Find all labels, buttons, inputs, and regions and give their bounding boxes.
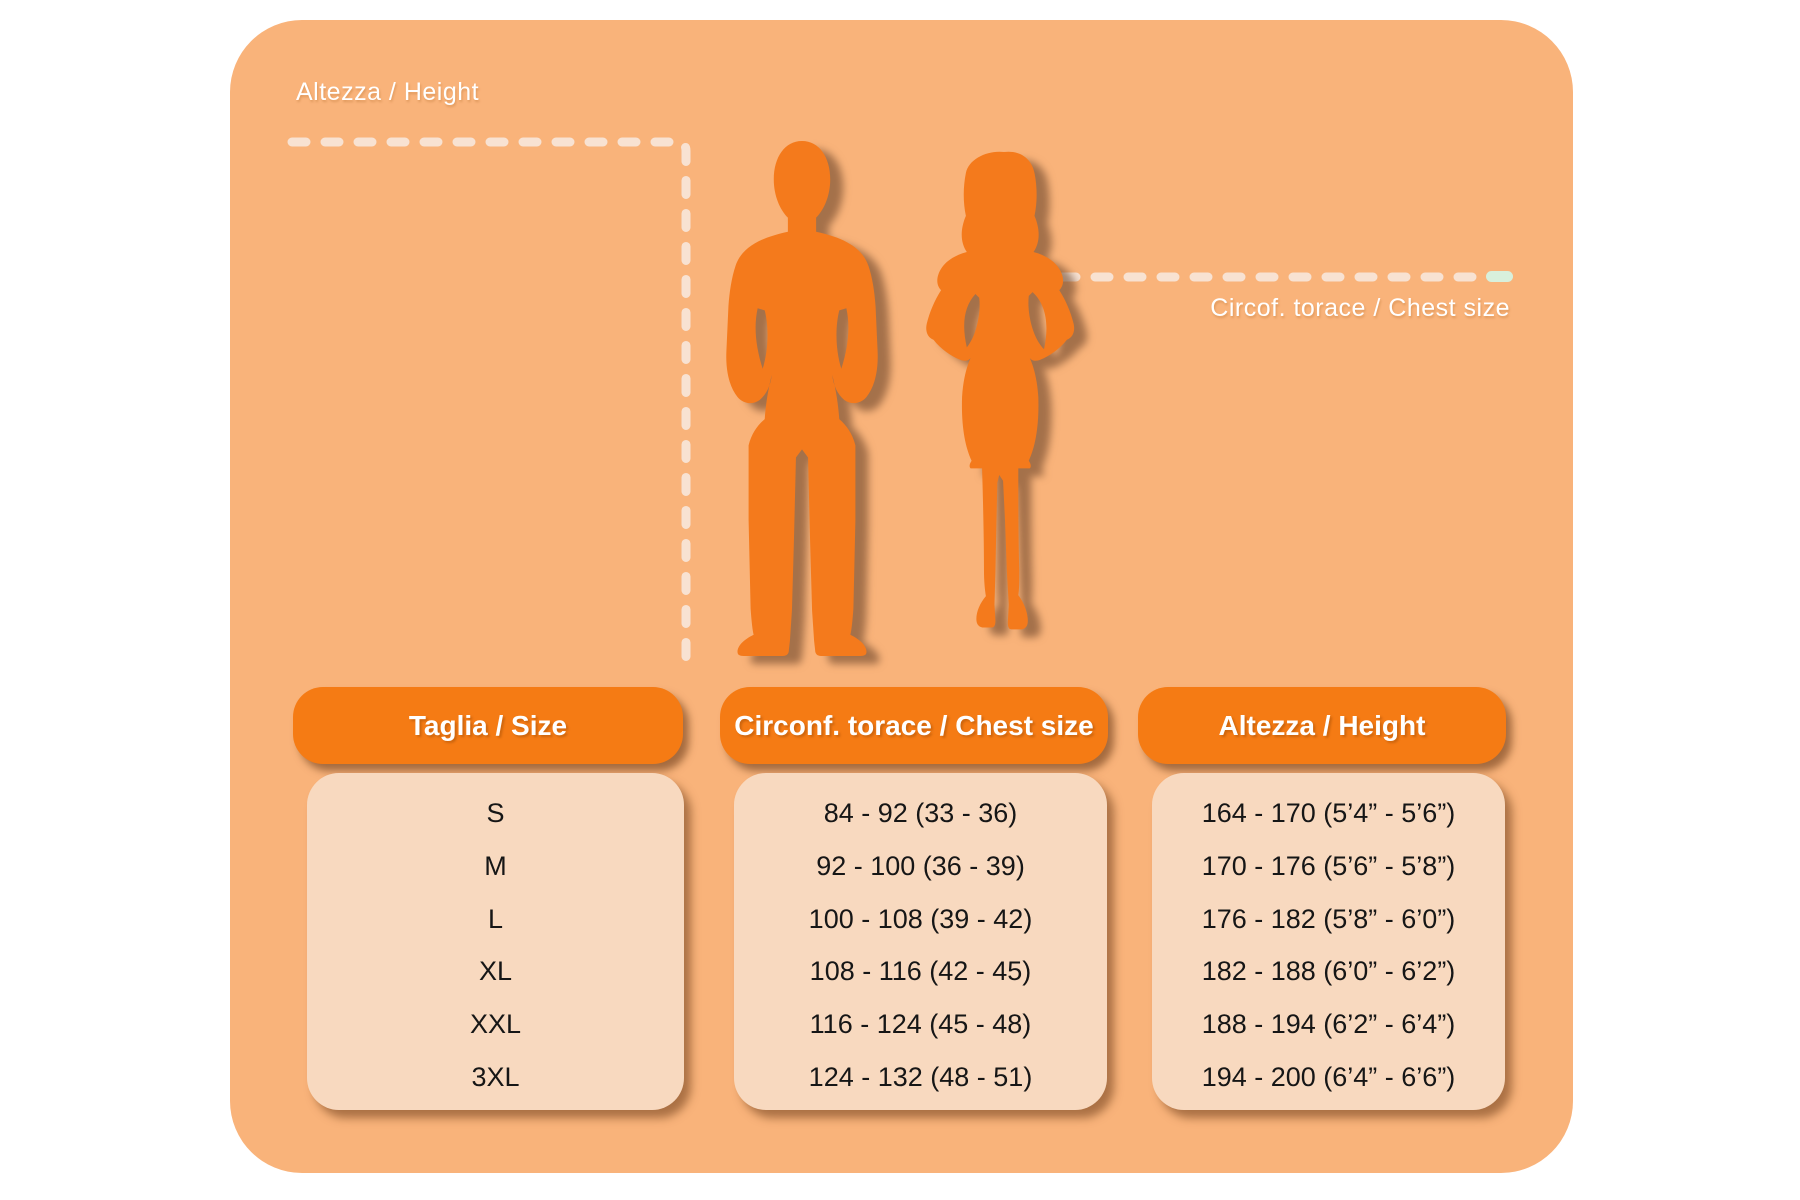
size-cell: 3XL — [471, 1062, 520, 1093]
chest-cell: 84 - 92 (33 - 36) — [823, 797, 1018, 828]
chest-cell: 100 - 108 (39 - 42) — [808, 903, 1033, 934]
chest-cell: 124 - 132 (48 - 51) — [808, 1062, 1033, 1093]
size-cell: S — [486, 797, 505, 828]
size-cell: M — [484, 850, 507, 881]
man-silhouette-icon — [726, 141, 878, 656]
size-cell: L — [487, 903, 504, 934]
height-cell: 194 - 200 (6’4” - 6’6”) — [1201, 1062, 1456, 1093]
chest-cell: 92 - 100 (36 - 39) — [816, 850, 1025, 881]
chest-cell: 116 - 124 (45 - 48) — [809, 1009, 1032, 1040]
height-cell: 182 - 188 (6’0” - 6’2”) — [1201, 956, 1456, 987]
column-body-size: S M L XL XXL 3XL — [307, 773, 684, 1110]
chest-cell: 108 - 116 (42 - 45) — [809, 956, 1032, 987]
size-cell: XXL — [469, 1009, 522, 1040]
height-guide-label: Altezza / Height — [296, 78, 480, 106]
woman-silhouette-icon — [926, 151, 1075, 630]
height-cell: 176 - 182 (5’8” - 6’0”) — [1201, 903, 1456, 934]
height-cell: 188 - 194 (6’2” - 6’4”) — [1201, 1009, 1456, 1040]
height-cell: 170 - 176 (5’6” - 5’8”) — [1201, 850, 1456, 881]
column-header-size: Taglia / Size — [293, 687, 683, 764]
chest-guide-label: Circof. torace / Chest size — [1210, 294, 1510, 322]
column-header-chest: Circonf. torace / Chest size — [720, 687, 1108, 764]
column-body-height: 164 - 170 (5’4” - 5’6”) 170 - 176 (5’6” … — [1152, 773, 1505, 1110]
column-body-chest: 84 - 92 (33 - 36) 92 - 100 (36 - 39) 100… — [734, 773, 1107, 1110]
size-cell: XL — [478, 956, 513, 987]
column-header-height: Altezza / Height — [1138, 687, 1506, 764]
height-cell: 164 - 170 (5’4” - 5’6”) — [1201, 797, 1456, 828]
